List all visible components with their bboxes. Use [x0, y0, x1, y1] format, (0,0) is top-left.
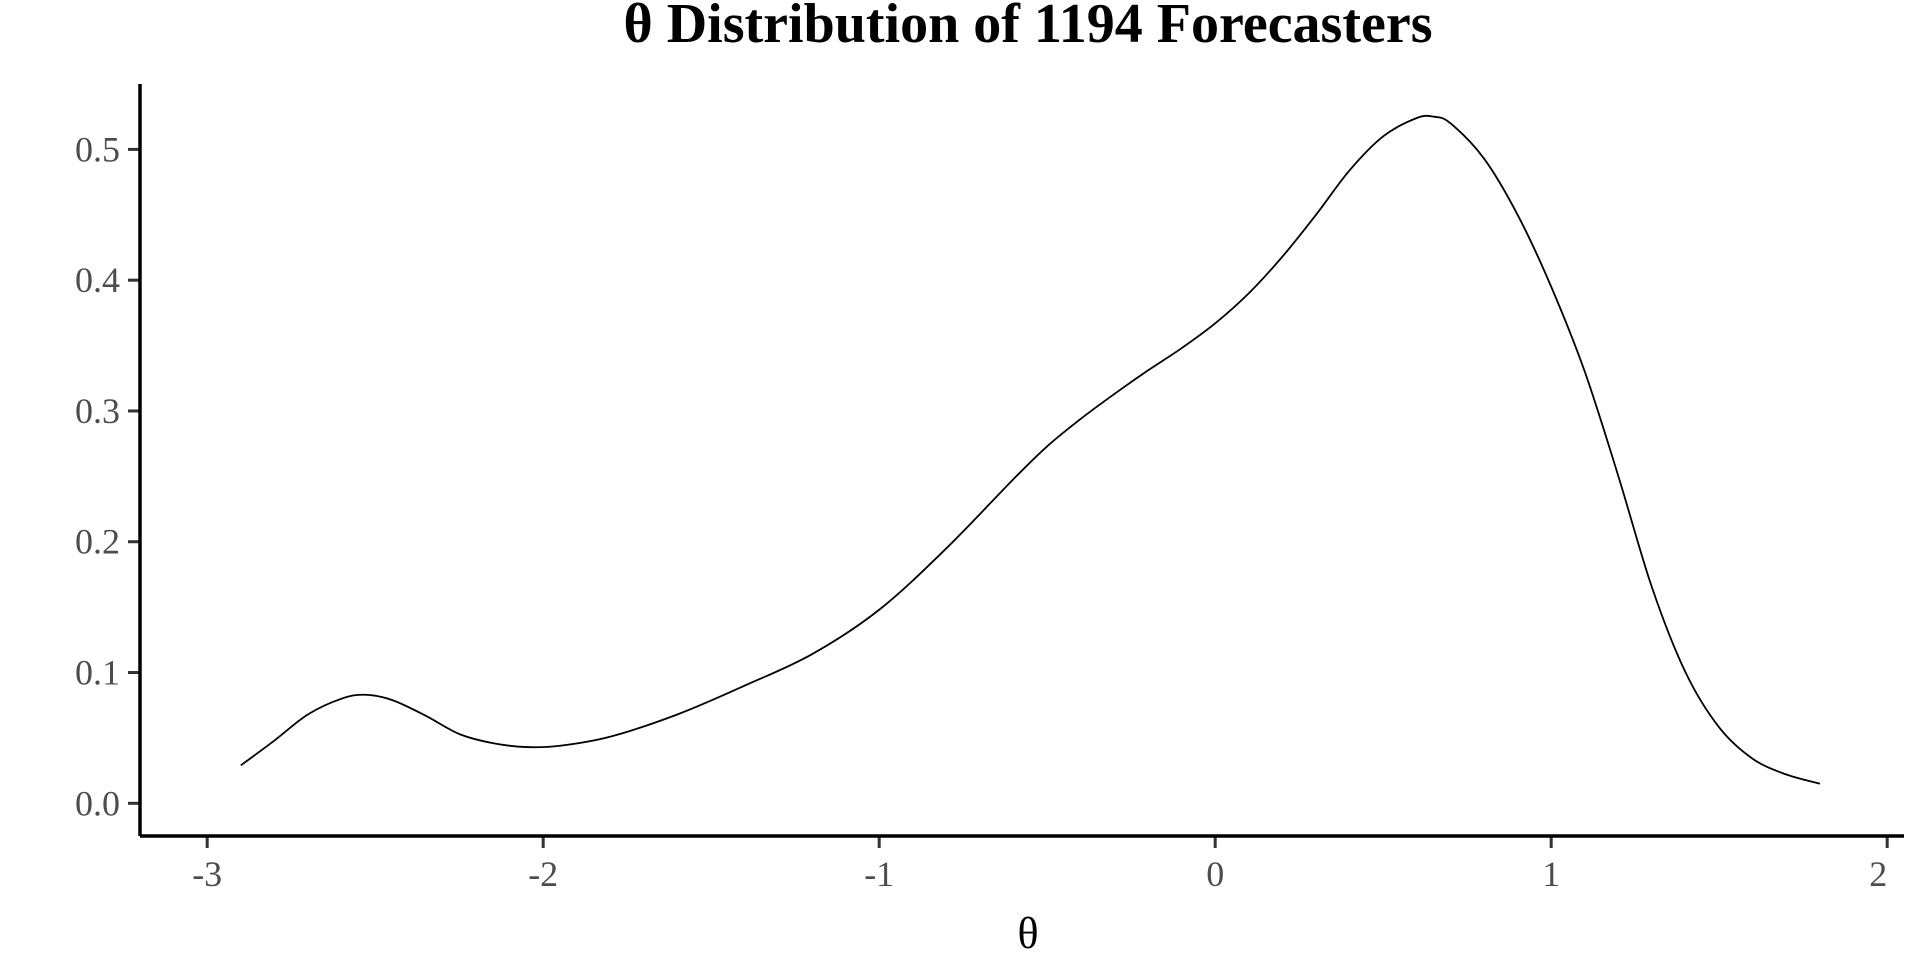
y-tick-label: 0.2	[75, 522, 120, 562]
chart-title: θ Distribution of 1194 Forecasters	[624, 0, 1433, 55]
density-curve	[240, 114, 1821, 785]
x-tick-label: 0	[1206, 854, 1224, 894]
y-tick-label: 0.5	[75, 129, 120, 169]
y-tick-label: 0.1	[75, 653, 120, 693]
x-tick-label: 1	[1542, 854, 1560, 894]
y-axis-ticks: 0.0 0.1 0.2 0.3 0.4 0.5	[75, 129, 140, 823]
x-axis-label: θ	[1017, 909, 1038, 958]
x-tick-label: -3	[192, 854, 222, 894]
x-tick-label: -1	[864, 854, 894, 894]
y-tick-label: 0.0	[75, 783, 120, 823]
x-tick-label: 2	[1869, 854, 1887, 894]
y-tick-label: 0.4	[75, 260, 120, 300]
y-tick-label: 0.3	[75, 391, 120, 431]
x-axis-ticks: -3 -2 -1 0 1 2	[192, 836, 1889, 894]
x-tick-label: -2	[528, 854, 558, 894]
